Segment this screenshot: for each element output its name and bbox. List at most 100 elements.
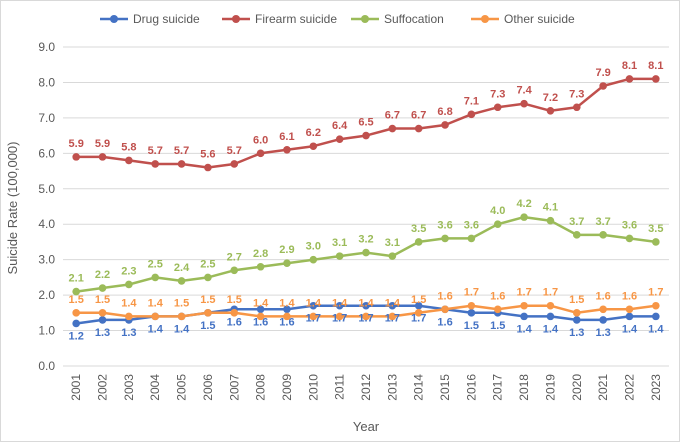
data-label: 3.7 xyxy=(569,216,584,228)
legend-label: Other suicide xyxy=(504,12,575,26)
data-point xyxy=(309,142,318,151)
data-point xyxy=(72,153,80,161)
data-point xyxy=(388,124,397,133)
data-point xyxy=(467,301,476,310)
data-point xyxy=(414,124,423,133)
data-point xyxy=(98,284,107,292)
data-point xyxy=(546,301,555,310)
data-label: 1.3 xyxy=(121,327,136,339)
data-point xyxy=(335,135,344,143)
data-label: 1.4 xyxy=(648,323,664,335)
data-label: 7.9 xyxy=(595,67,610,79)
data-label: 3.6 xyxy=(622,219,637,231)
x-axis-ticks: 2001 2002 2003 2004 2005 2006 2007 2008 2009 2010… xyxy=(69,374,663,401)
data-point xyxy=(98,316,107,324)
data-point xyxy=(125,280,133,289)
data-label: 1.4 xyxy=(148,297,164,309)
data-label: 2.4 xyxy=(174,262,190,274)
data-point xyxy=(335,301,344,310)
series-other-suicide xyxy=(72,301,660,321)
x-tick-label: 2011 xyxy=(333,374,347,400)
data-label: 2.1 xyxy=(69,273,84,285)
y-axis-title: Suicide Rate (100,000) xyxy=(5,142,20,275)
x-tick-label: 2006 xyxy=(201,374,215,401)
legend: Drug suicide Firearm suicide Suffocation Ot… xyxy=(100,12,575,26)
data-label: 1.4 xyxy=(332,297,348,309)
data-label: 1.4 xyxy=(174,323,190,335)
y-tick-label: 8.0 xyxy=(38,75,55,89)
series-suffocation xyxy=(72,213,660,296)
data-point xyxy=(362,312,370,321)
x-tick-label: 2022 xyxy=(622,374,636,401)
data-label: 4.0 xyxy=(490,205,505,217)
data-point xyxy=(652,238,660,246)
data-label: 5.7 xyxy=(174,145,189,157)
legend-swatch-marker xyxy=(481,15,489,23)
data-label: 3.2 xyxy=(358,234,373,246)
legend-item: Drug suicide xyxy=(100,12,200,26)
data-point xyxy=(256,262,265,271)
y-tick-label: 5.0 xyxy=(38,182,55,196)
data-point xyxy=(256,312,265,321)
legend-item: Firearm suicide xyxy=(222,12,337,26)
data-point xyxy=(520,301,528,310)
data-point xyxy=(230,266,239,275)
data-label: 3.6 xyxy=(437,219,452,231)
data-point xyxy=(572,231,581,239)
y-tick-label: 7.0 xyxy=(38,111,55,125)
y-tick-label: 3.0 xyxy=(38,253,55,267)
x-tick-label: 2015 xyxy=(438,374,452,401)
x-tick-label: 2003 xyxy=(122,374,136,401)
data-label: 5.7 xyxy=(227,145,242,157)
data-label: 6.2 xyxy=(306,127,321,139)
series-firearm-suicide xyxy=(72,75,660,172)
data-point xyxy=(283,305,291,314)
data-point xyxy=(441,305,449,314)
data-point xyxy=(546,107,555,115)
data-point xyxy=(230,160,239,168)
data-label: 1.7 xyxy=(516,287,531,299)
data-point xyxy=(599,231,607,239)
data-label: 1.3 xyxy=(95,327,110,339)
data-label: 7.2 xyxy=(543,92,558,104)
data-label: 1.5 xyxy=(411,294,426,306)
data-point xyxy=(204,273,212,282)
data-point xyxy=(441,121,449,129)
data-point xyxy=(625,305,634,314)
data-label: 3.5 xyxy=(411,223,426,235)
data-label: 1.2 xyxy=(69,330,84,342)
data-label: 1.6 xyxy=(227,316,242,328)
data-point xyxy=(177,277,186,285)
x-axis-title: Year xyxy=(353,419,380,434)
data-point xyxy=(151,273,160,282)
data-label: 6.7 xyxy=(385,110,400,122)
x-tick-label: 2021 xyxy=(596,374,610,401)
data-label: 1.6 xyxy=(437,316,452,328)
data-point xyxy=(625,75,634,83)
data-label: 2.8 xyxy=(253,248,268,260)
data-label: 1.6 xyxy=(490,290,505,302)
legend-label: Firearm suicide xyxy=(255,12,337,26)
y-tick-label: 6.0 xyxy=(38,146,55,160)
data-label: 1.5 xyxy=(227,294,242,306)
data-label: 1.4 xyxy=(358,297,374,309)
data-point xyxy=(72,287,80,296)
x-tick-label: 2013 xyxy=(385,374,399,401)
x-tick-label: 2005 xyxy=(175,374,189,401)
data-point xyxy=(652,312,660,321)
data-point xyxy=(652,301,660,310)
data-point xyxy=(493,103,502,112)
legend-item: Suffocation xyxy=(351,12,444,26)
data-label: 1.4 xyxy=(253,297,269,309)
data-point xyxy=(520,312,528,321)
data-label: 1.5 xyxy=(69,294,84,306)
data-point xyxy=(414,301,423,310)
data-point xyxy=(388,252,397,260)
data-point xyxy=(72,309,80,317)
data-label: 3.7 xyxy=(595,216,610,228)
data-point xyxy=(467,234,476,243)
data-label: 1.4 xyxy=(385,297,401,309)
data-label: 5.8 xyxy=(121,141,136,153)
